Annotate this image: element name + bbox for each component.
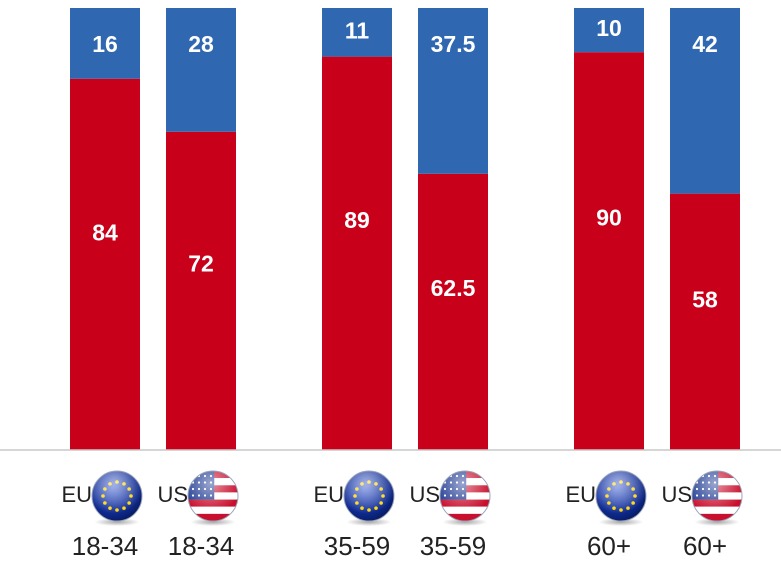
bar-segment-lower-5 [670,193,740,450]
region-label-0: EU [61,482,92,507]
region-label-3: US [409,482,440,507]
data-label-lower-4: 90 [596,204,622,230]
bar-segment-lower-1 [166,131,236,450]
bar-segment-lower-4 [574,52,644,450]
eu-flag-icon [343,470,395,526]
data-label-upper-4: 10 [596,15,622,41]
data-label-lower-5: 58 [692,286,718,312]
bar-segment-upper-4 [574,8,644,53]
us-flag-icon [187,470,239,526]
bar-segment-lower-2 [322,56,392,451]
category-label-2: 35-59 [324,531,391,561]
data-label-upper-5: 42 [692,31,718,57]
data-label-upper-2: 11 [345,17,370,43]
bar-segment-lower-0 [70,78,140,450]
data-label-lower-0: 84 [92,220,118,246]
data-label-upper-1: 28 [188,31,214,57]
category-label-3: 35-59 [420,531,487,561]
eu-flag-icon [91,470,143,526]
data-label-lower-1: 72 [188,250,214,276]
category-label-1: 18-34 [168,531,235,561]
region-label-2: EU [313,482,344,507]
region-label-4: EU [565,482,596,507]
bar-segment-lower-3 [418,173,488,450]
us-flag-icon [691,470,743,526]
category-label-0: 18-34 [72,531,139,561]
eu-flag-icon [595,470,647,526]
data-label-lower-2: 89 [344,207,370,233]
data-label-upper-3: 37.5 [431,31,476,57]
us-flag-icon [439,470,491,526]
bars-group [70,8,740,451]
labels-group: 84 16 EU 18-34 72 28 US 18-34 89 11 EU 35-59 62.5 37.… [61,15,743,561]
data-label-lower-3: 62.5 [431,275,476,301]
region-label-5: US [661,482,692,507]
category-label-4: 60+ [587,531,631,561]
bar-segment-upper-2 [322,8,392,57]
bar-segment-upper-1 [166,8,236,132]
bar-segment-upper-5 [670,8,740,194]
region-label-1: US [157,482,188,507]
data-label-upper-0: 16 [92,31,118,57]
category-label-5: 60+ [683,531,727,561]
bar-segment-upper-0 [70,8,140,79]
bar-segment-upper-3 [418,8,488,174]
